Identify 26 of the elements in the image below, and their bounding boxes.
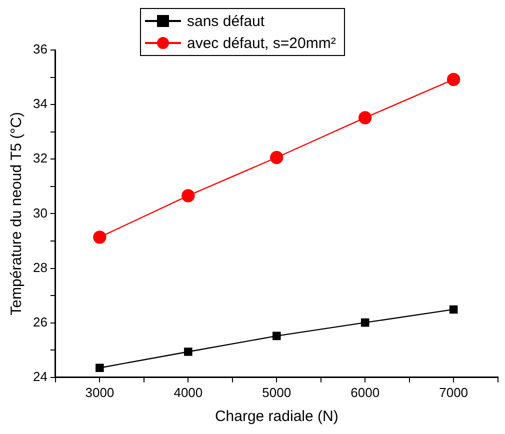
x-tick-label: 4000	[174, 384, 203, 400]
x-tick-label: 6000	[350, 384, 380, 400]
x-tick-label: 7000	[439, 384, 468, 400]
y-tick-label: 30	[32, 205, 48, 220]
point	[93, 230, 106, 244]
legend-label: avec défaut, s=20mm²	[187, 34, 336, 52]
x-axis-title: Charge radiale (N)	[214, 408, 338, 426]
x-tick-label: 5000	[262, 384, 292, 400]
point	[270, 150, 284, 164]
y-tick-label: 34	[32, 96, 48, 112]
y-axis-title: Température du neoud T5 (°C)	[8, 112, 26, 316]
point	[272, 332, 281, 340]
point	[182, 189, 195, 202]
y-tick-label: 32	[32, 150, 48, 166]
y-tick-label: 36	[32, 42, 48, 57]
y-tick-label: 24	[32, 368, 48, 384]
y-tick-label: 28	[32, 260, 48, 275]
point	[449, 305, 458, 314]
y-tick-label: 26	[32, 314, 48, 330]
point	[446, 72, 460, 86]
point	[96, 364, 104, 372]
point	[360, 318, 370, 327]
legend-label: sans défaut	[187, 12, 265, 30]
x-tick-label: 3000	[85, 384, 114, 400]
point	[184, 348, 192, 356]
point	[358, 111, 372, 124]
